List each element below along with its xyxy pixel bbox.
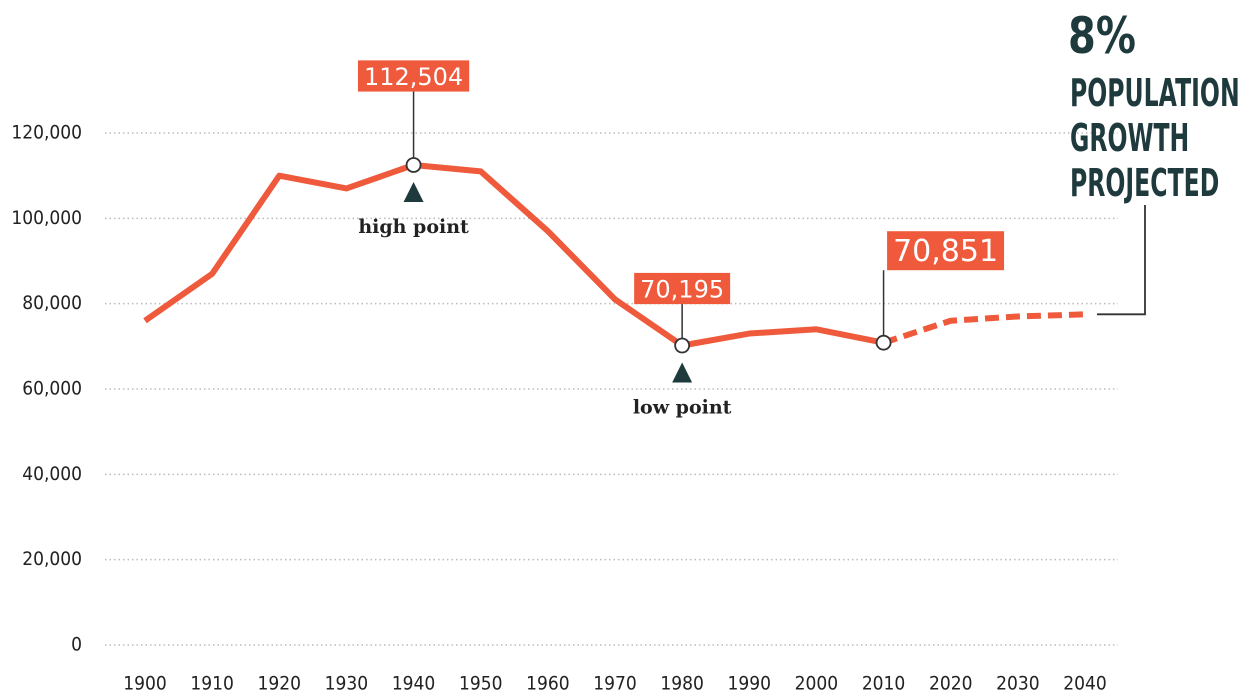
y-tick-label: 120,000 <box>11 122 82 144</box>
x-tick-label: 1990 <box>728 673 772 695</box>
x-tick-label: 1900 <box>123 673 167 695</box>
value-label-text: 112,504 <box>364 63 463 91</box>
x-tick-label: 2000 <box>795 673 839 695</box>
line-series <box>143 161 885 349</box>
y-tick-label: 80,000 <box>22 292 82 314</box>
x-tick-label: 1920 <box>258 673 302 695</box>
value-label: 70,195 <box>634 272 731 305</box>
y-tick-label: 60,000 <box>22 378 82 400</box>
callout-big: 8% <box>1068 7 1136 66</box>
value-label: 70,851 <box>887 231 1005 271</box>
y-tick-label: 20,000 <box>22 548 82 570</box>
value-label-text: 70,195 <box>640 276 724 304</box>
x-tick-label: 1960 <box>526 673 570 695</box>
x-tick-label: 2010 <box>862 673 906 695</box>
line-series <box>882 311 1086 346</box>
value-label-box <box>887 231 1005 271</box>
callout-line: GROWTH <box>1070 117 1189 160</box>
x-tick-label: 2030 <box>996 673 1040 695</box>
value-label-text: 70,851 <box>893 234 998 269</box>
callout-leader <box>1097 205 1146 316</box>
x-tick-label: 1950 <box>459 673 503 695</box>
y-tick-label: 100,000 <box>11 207 82 229</box>
y-tick-label: 40,000 <box>22 463 82 485</box>
annotation-arrow <box>672 362 693 383</box>
point-marker <box>875 334 892 351</box>
callout-line: POPULATION <box>1070 72 1240 115</box>
x-tick-label: 1970 <box>593 673 637 695</box>
x-tick-label: 1980 <box>660 673 704 695</box>
point-marker <box>405 157 422 173</box>
value-label-box <box>357 60 470 92</box>
x-tick-label: 1940 <box>392 673 436 695</box>
annotation-arrow <box>403 181 424 202</box>
value-label-box <box>634 272 731 305</box>
x-tick-label: 1930 <box>325 673 369 695</box>
value-label: 112,504 <box>357 60 470 92</box>
point-marker <box>674 337 691 354</box>
y-tick-label: 0 <box>71 634 82 656</box>
x-tick-label: 2040 <box>1063 673 1107 695</box>
annotation-text: low point <box>633 397 732 419</box>
annotation-text: high point <box>358 216 469 238</box>
x-tick-label: 1910 <box>190 673 234 695</box>
x-tick-label: 2020 <box>929 673 973 695</box>
callout-line: PROJECTED <box>1070 162 1219 205</box>
